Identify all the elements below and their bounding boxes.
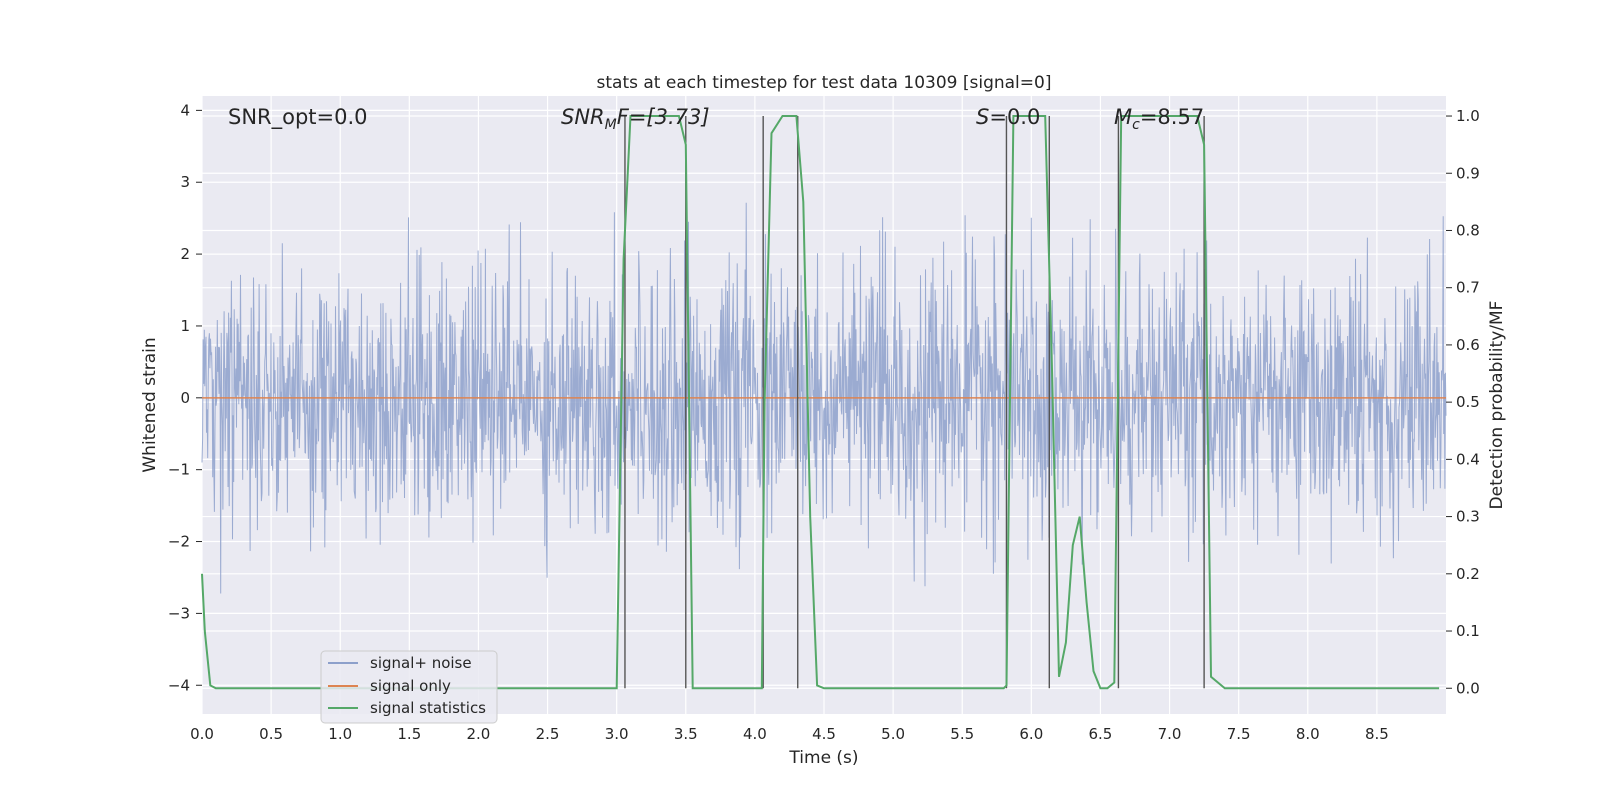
x-tick-label: 0.5 bbox=[259, 725, 283, 743]
annotation-snr-mf-sub: M bbox=[605, 117, 617, 133]
x-tick-label: 3.5 bbox=[674, 725, 698, 743]
grid-lines bbox=[201, 96, 1446, 714]
annotation-mc-var: M bbox=[1114, 105, 1132, 129]
y-right-tick-label: 0.2 bbox=[1456, 565, 1480, 583]
legend-box bbox=[320, 650, 498, 724]
y-right-tick-label: 0.0 bbox=[1456, 679, 1480, 697]
x-tick-label: 1.0 bbox=[328, 725, 352, 743]
x-tick-label: 7.0 bbox=[1158, 725, 1182, 743]
annotation-snr-mf-base: SNR bbox=[561, 105, 605, 129]
legend-label-statistics: signal statistics bbox=[370, 699, 486, 717]
annotation-mc-rest: =8.57 bbox=[1140, 105, 1204, 129]
y-left-tick-label: −4 bbox=[168, 676, 190, 694]
y-left-tick-label: 1 bbox=[180, 317, 190, 335]
y-left-tick-label: −3 bbox=[168, 604, 190, 622]
y-left-tick-label: 0 bbox=[180, 389, 190, 407]
x-tick-label: 0.0 bbox=[190, 725, 214, 743]
x-ticks: 0.0 0.5 1.0 1.5 2.0 2.5 3.0 3.5 4.0 4.5 5.0 5.5 6.0 6… bbox=[190, 725, 1389, 743]
x-axis-label: Time (s) bbox=[788, 748, 858, 768]
y-left-tick-label: −1 bbox=[168, 461, 190, 479]
y-left-ticks: 4 3 2 1 0 −1 −2 −3 −4 bbox=[168, 101, 202, 694]
annotation-s-var: S bbox=[976, 105, 989, 129]
x-tick-label: 8.0 bbox=[1296, 725, 1320, 743]
legend-label-noise: signal+ noise bbox=[370, 654, 472, 672]
x-tick-label: 3.0 bbox=[605, 725, 629, 743]
y-right-ticks: 1.0 0.9 0.8 0.7 0.6 0.5 0.4 0.3 0.2 0.1 0.0 bbox=[1446, 107, 1480, 697]
y-right-tick-label: 0.7 bbox=[1456, 279, 1480, 297]
y-right-tick-label: 0.4 bbox=[1456, 450, 1480, 468]
y-left-tick-label: 2 bbox=[180, 245, 190, 263]
x-tick-label: 2.0 bbox=[467, 725, 491, 743]
legend: signal+ noise signal only signal statist… bbox=[320, 650, 498, 724]
annotation-s: S=0.0 bbox=[976, 105, 1040, 129]
y-right-tick-label: 0.5 bbox=[1456, 393, 1480, 411]
annotation-mc: Mc=8.57 bbox=[1114, 105, 1204, 133]
y-right-tick-label: 0.3 bbox=[1456, 508, 1480, 526]
y-right-tick-label: 1.0 bbox=[1456, 107, 1480, 125]
annotation-s-rest: =0.0 bbox=[989, 105, 1040, 129]
statistics-series bbox=[201, 115, 1440, 690]
x-tick-label: 1.5 bbox=[397, 725, 421, 743]
x-tick-label: 5.5 bbox=[950, 725, 974, 743]
y-right-axis-label: Detection probability/MF bbox=[1487, 301, 1507, 510]
y-right-tick-label: 0.9 bbox=[1456, 164, 1480, 182]
legend-label-signal-only: signal only bbox=[370, 677, 451, 695]
y-right-tick-label: 0.8 bbox=[1456, 221, 1480, 239]
annotation-mc-sub: c bbox=[1132, 117, 1140, 133]
annotation-snr-mf: SNRMF=[3.73] bbox=[561, 105, 710, 133]
x-tick-label: 2.5 bbox=[536, 725, 560, 743]
noise-series bbox=[201, 202, 1447, 594]
statistics-line bbox=[201, 115, 1440, 690]
y-right-tick-label: 0.6 bbox=[1456, 336, 1480, 354]
annotation-snr-mf-rest: F=[3.73] bbox=[617, 105, 710, 129]
y-left-axis-label: Whitened strain bbox=[140, 337, 160, 472]
annotation-snr-opt: SNR_opt=0.0 bbox=[228, 105, 368, 130]
x-tick-label: 6.5 bbox=[1089, 725, 1113, 743]
y-left-tick-label: 3 bbox=[180, 173, 190, 191]
chart-title: stats at each timestep for test data 103… bbox=[597, 73, 1052, 93]
x-tick-label: 6.0 bbox=[1019, 725, 1043, 743]
noise-line bbox=[201, 202, 1447, 594]
y-right-tick-label: 0.1 bbox=[1456, 622, 1480, 640]
x-tick-label: 4.0 bbox=[743, 725, 767, 743]
x-tick-label: 4.5 bbox=[812, 725, 836, 743]
y-left-tick-label: 4 bbox=[180, 101, 190, 119]
x-tick-label: 7.5 bbox=[1227, 725, 1251, 743]
x-tick-label: 8.5 bbox=[1365, 725, 1389, 743]
y-left-tick-label: −2 bbox=[168, 533, 190, 551]
x-tick-label: 5.0 bbox=[881, 725, 905, 743]
